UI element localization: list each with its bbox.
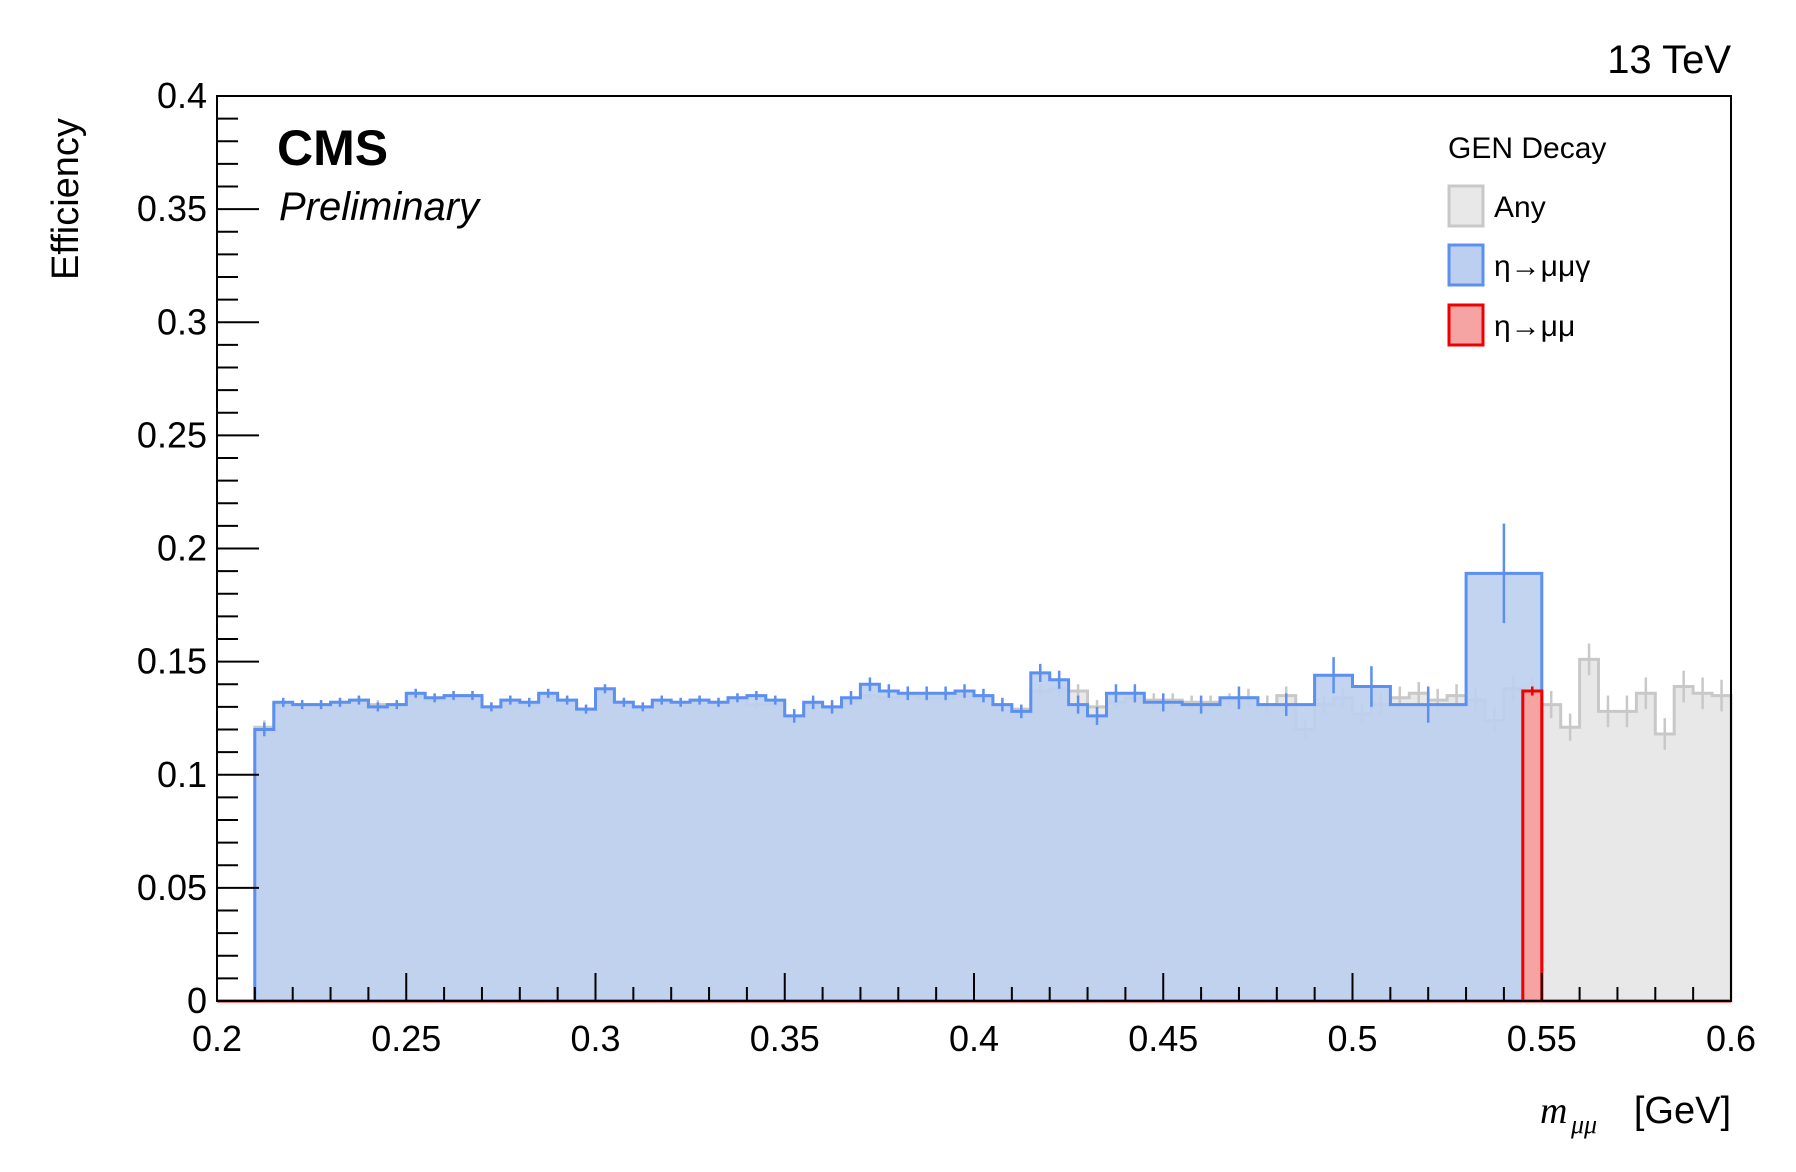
y-tick-label: 0.2 [157, 528, 207, 569]
legend-label-eta-mumu: η→μμ [1494, 310, 1575, 343]
legend-entry-eta-mumugamma: η→μμγ [1447, 243, 1590, 287]
series-eta-mumu [1521, 686, 1544, 1003]
x-tick-label: 0.25 [371, 1018, 441, 1059]
y-tick-label: 0.25 [137, 414, 207, 455]
x-axis-label: m μμ [GeV] [1540, 1090, 1731, 1139]
legend: GEN Decay Any η→μμγ η→μμ [1447, 132, 1606, 347]
y-tick-label: 0.1 [157, 754, 207, 795]
legend-title: GEN Decay [1448, 132, 1606, 165]
x-tick-label: 0.35 [750, 1018, 820, 1059]
y-tick-label: 0.4 [157, 75, 207, 116]
y-tick-label: 0.15 [137, 641, 207, 682]
x-tick-label: 0.2 [192, 1018, 242, 1059]
legend-entry-eta-mumu: η→μμ [1447, 303, 1575, 347]
status-label: Preliminary [279, 185, 482, 229]
y-tick-label: 0.35 [137, 188, 207, 229]
series-eta-mumugamma [253, 523, 1544, 1003]
legend-swatch-eta-mumugamma [1447, 243, 1485, 287]
x-tick-label: 0.5 [1327, 1018, 1377, 1059]
energy-label: 13 TeV [1607, 38, 1731, 82]
x-tick-label: 0.4 [949, 1018, 999, 1059]
series-eta-mumu-histogram [1521, 689, 1544, 1003]
y-tick-label: 0 [187, 980, 207, 1021]
legend-label-eta-mumugamma: η→μμγ [1494, 250, 1590, 283]
legend-swatch-eta-mumu [1447, 303, 1485, 347]
x-tick-label: 0.45 [1128, 1018, 1198, 1059]
x-tick-label: 0.55 [1507, 1018, 1577, 1059]
y-tick-label: 0.3 [157, 301, 207, 342]
x-axis-variable: m [1540, 1090, 1567, 1132]
plot-area [217, 523, 1733, 1003]
x-axis-subscript: μμ [1570, 1110, 1597, 1139]
x-tick-label: 0.6 [1706, 1018, 1756, 1059]
experiment-label: CMS [277, 120, 388, 176]
x-axis-unit: [GeV] [1634, 1090, 1731, 1132]
axes: 0.2 0.25 0.3 0.35 0.4 0.45 0.5 0.55 0.6 0 0.05 0.1 0… [137, 75, 1756, 1059]
x-tick-label: 0.3 [570, 1018, 620, 1059]
legend-swatch-any [1447, 184, 1485, 228]
legend-entry-any: Any [1447, 184, 1546, 228]
y-tick-label: 0.05 [137, 867, 207, 908]
legend-label-any: Any [1494, 191, 1546, 224]
y-axis-label: Efficiency [45, 118, 87, 280]
